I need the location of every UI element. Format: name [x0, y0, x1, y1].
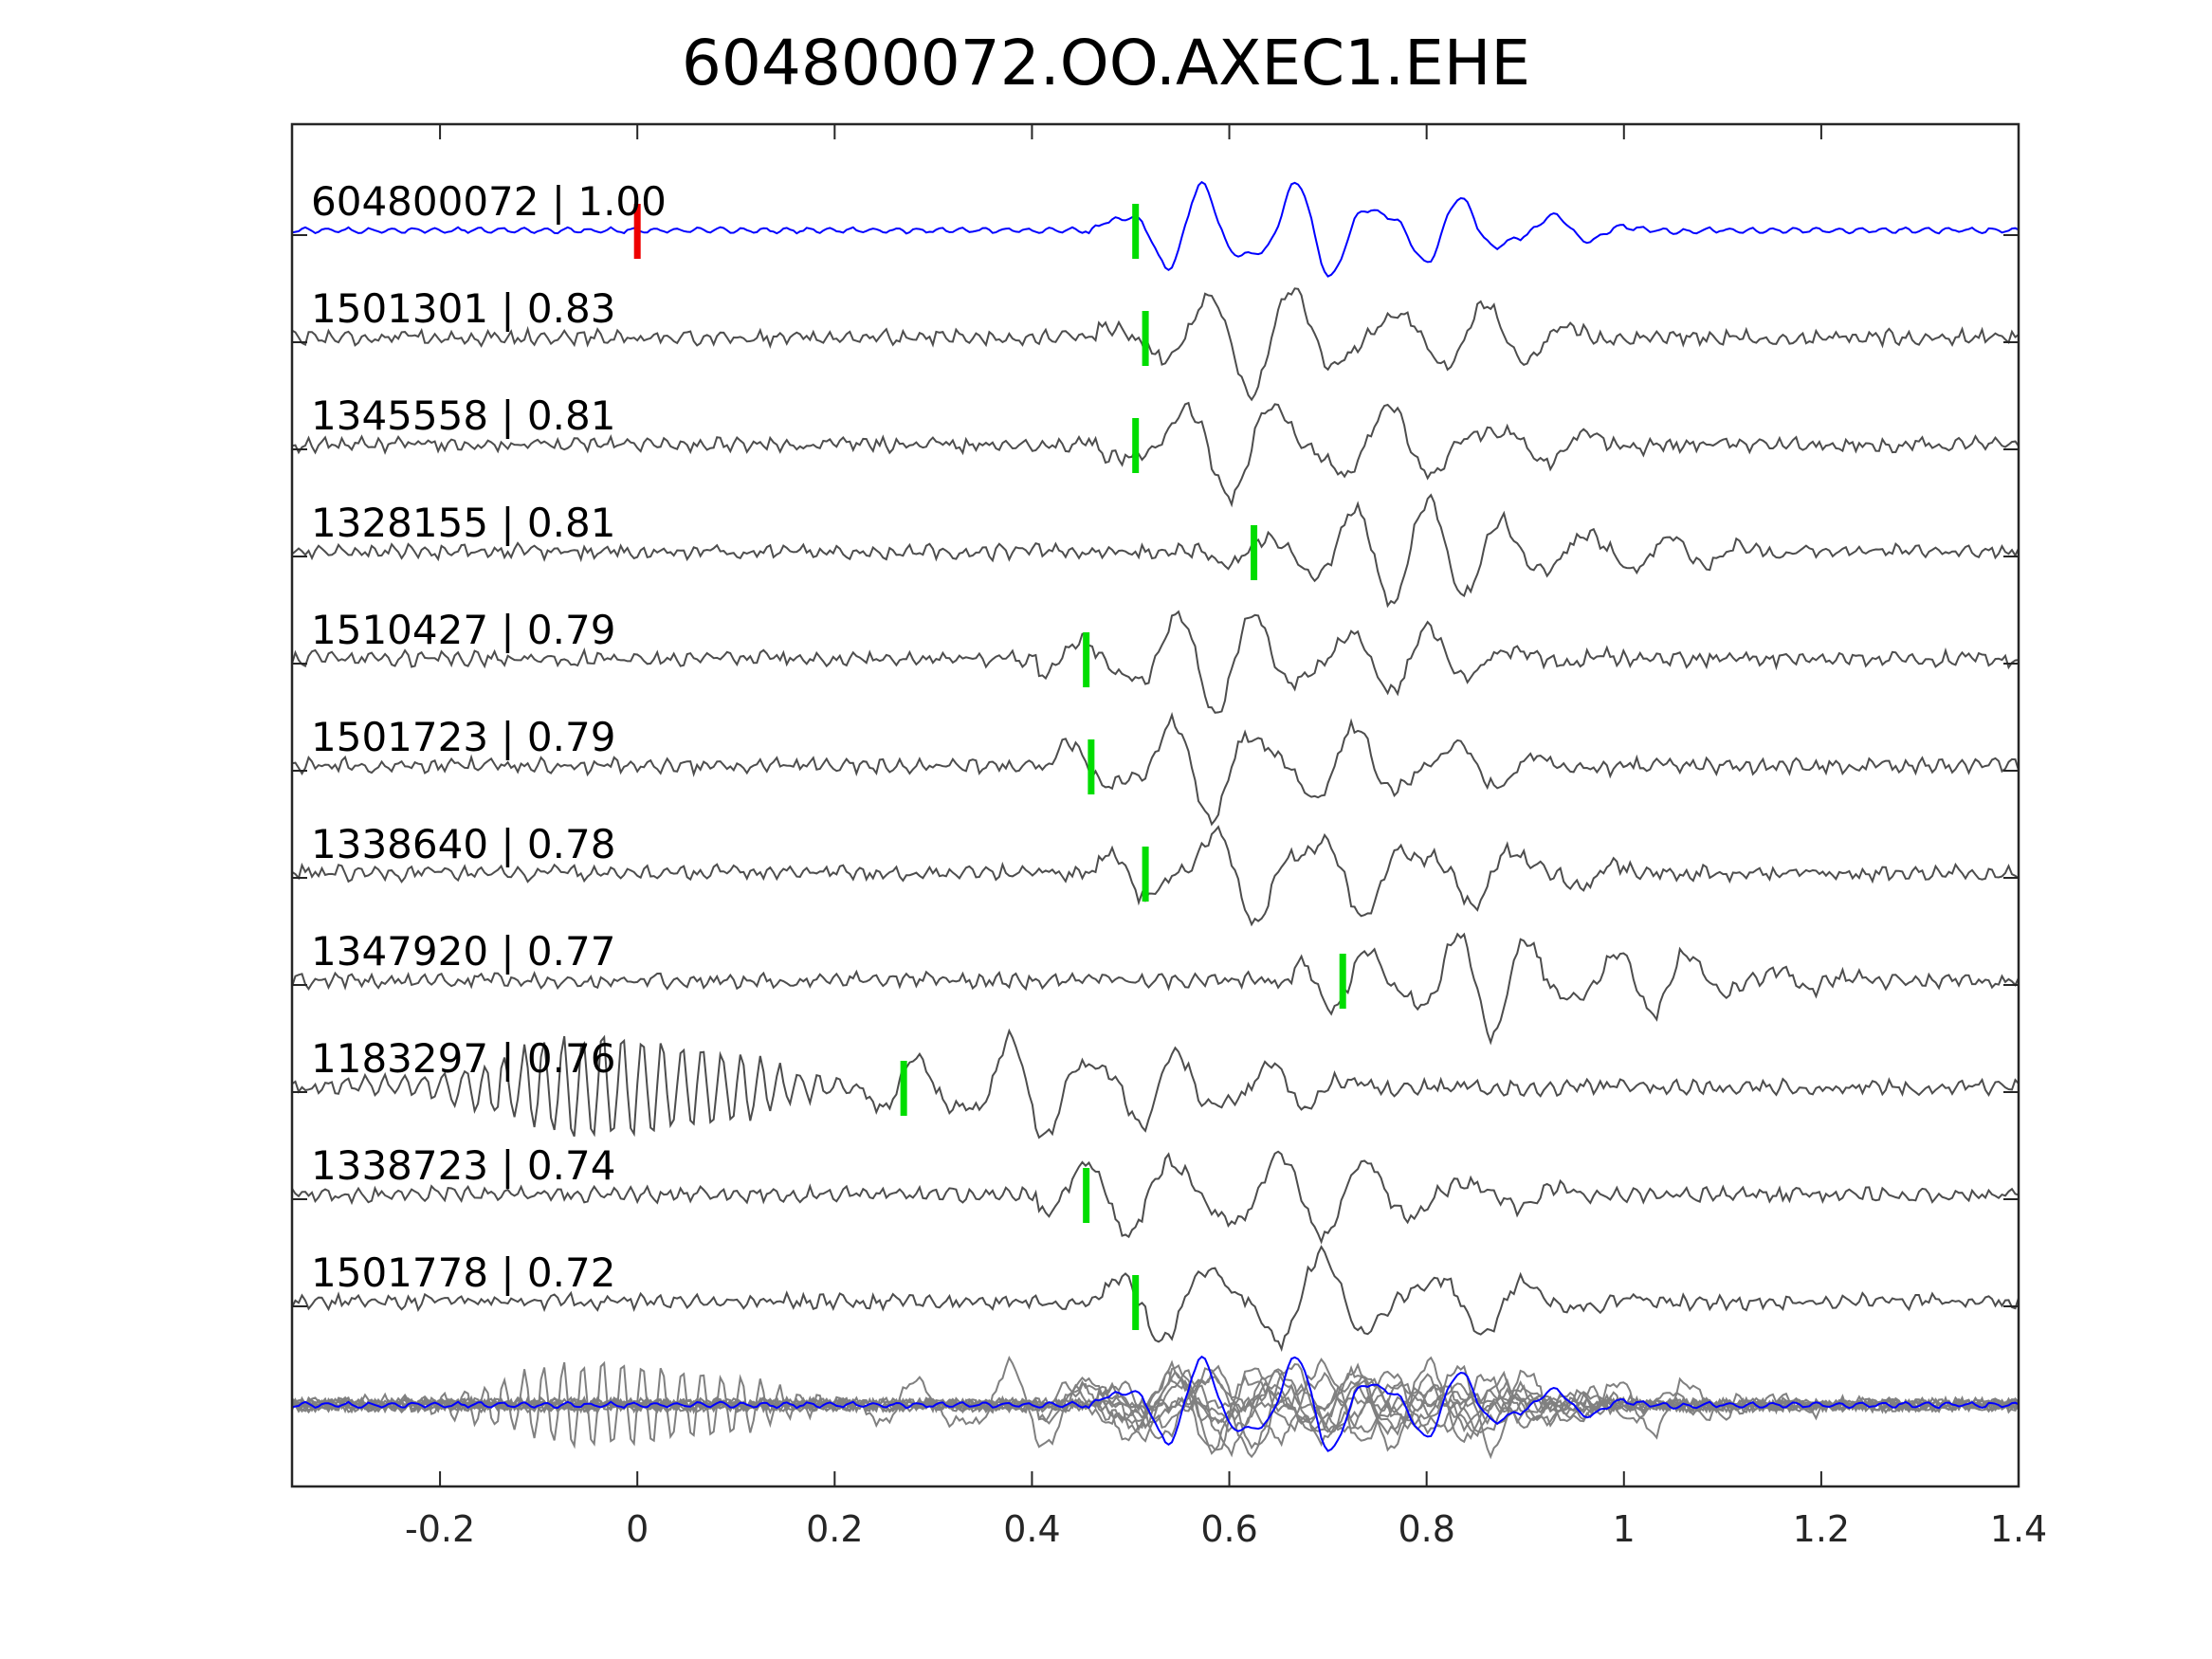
- trace-1347920: [291, 932, 2020, 1046]
- x-axis-group: -0.2 0 0.2 0.4 0.6 0.8 1 1.2 1.4: [292, 124, 2047, 1550]
- x-tick-label: 1.2: [1793, 1508, 1850, 1550]
- plot-frame: [290, 122, 2020, 1488]
- plot-area: [292, 124, 2019, 1486]
- trace-1183297: [291, 1028, 2020, 1139]
- x-tick-label: 1.4: [1990, 1508, 2047, 1550]
- trace-label-1328155: 1328155 | 0.81: [311, 500, 615, 546]
- traces-group: [291, 180, 2020, 1353]
- x-tick-label: 1: [1613, 1508, 1636, 1550]
- trace-1328155: [291, 493, 2020, 609]
- trace-label-1347920: 1347920 | 0.77: [311, 928, 615, 975]
- x-tick-label: 0: [626, 1508, 649, 1550]
- x-tick-label: 0.4: [1003, 1508, 1060, 1550]
- chart-title: 604800072.OO.AXEC1.EHE: [681, 27, 1531, 100]
- trace-label-1501778: 1501778 | 0.72: [311, 1249, 615, 1296]
- trace-1338640: [291, 825, 2020, 927]
- trace-label-1183297: 1183297 | 0.76: [311, 1035, 615, 1082]
- trace-label-1501301: 1501301 | 0.83: [311, 285, 615, 332]
- trace-label-1345558: 1345558 | 0.81: [311, 392, 615, 439]
- x-tick-label: 0.6: [1200, 1508, 1257, 1550]
- x-tick-label: 0.2: [806, 1508, 863, 1550]
- trace-label-1338723: 1338723 | 0.74: [311, 1142, 615, 1189]
- picks-group: [633, 204, 1346, 1330]
- stack-trace-template: [291, 1355, 2020, 1452]
- stack-trace-1347920: [291, 1364, 2020, 1460]
- x-tick-label: -0.2: [405, 1508, 475, 1550]
- overlay-stack-group: [291, 1355, 2020, 1460]
- trace-1510427: [291, 610, 2020, 714]
- trace-label-604800072: 604800072 | 1.00: [311, 178, 667, 225]
- trace-1345558: [291, 401, 2020, 508]
- trace-1501301: [291, 287, 2020, 402]
- trace-labels-group: 604800072 | 1.00 1501301 | 0.83 1345558 | …: [311, 178, 667, 1296]
- trace-label-1510427: 1510427 | 0.79: [311, 607, 615, 653]
- trace-604800072: [291, 180, 2020, 278]
- trace-label-1338640: 1338640 | 0.78: [311, 821, 615, 867]
- trace-1501723: [291, 711, 2020, 827]
- trace-label-1501723: 1501723 | 0.79: [311, 714, 615, 760]
- x-tick-label: 0.8: [1398, 1508, 1454, 1550]
- stack-trace-1338723: [291, 1368, 2020, 1448]
- trace-1338723: [291, 1150, 2020, 1245]
- trace-1501778: [291, 1245, 2020, 1353]
